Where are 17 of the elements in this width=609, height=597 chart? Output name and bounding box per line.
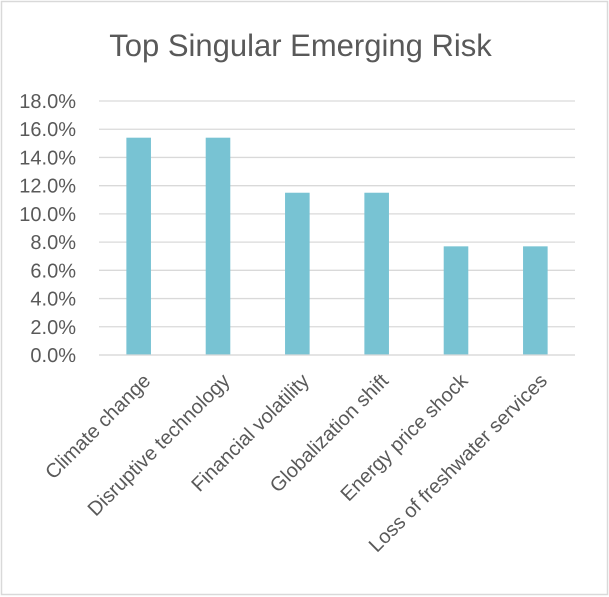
bar	[364, 192, 389, 355]
y-tick-label: 0.0%	[30, 345, 76, 367]
bar	[444, 246, 468, 355]
y-tick-label: 8.0%	[30, 232, 76, 254]
bar	[206, 138, 230, 355]
chart-title: Top Singular Emerging Risk	[109, 28, 492, 63]
bar	[285, 192, 310, 355]
y-tick-label: 6.0%	[30, 260, 76, 282]
y-tick-label: 14.0%	[19, 147, 76, 170]
bar	[523, 246, 548, 355]
bar	[126, 138, 151, 355]
y-tick-label: 4.0%	[30, 288, 76, 311]
y-tick-label: 10.0%	[19, 204, 76, 226]
y-tick-label: 2.0%	[30, 316, 76, 339]
y-tick-label: 16.0%	[19, 119, 76, 142]
y-tick-label: 12.0%	[19, 176, 76, 198]
y-tick-label: 18.0%	[19, 91, 76, 113]
